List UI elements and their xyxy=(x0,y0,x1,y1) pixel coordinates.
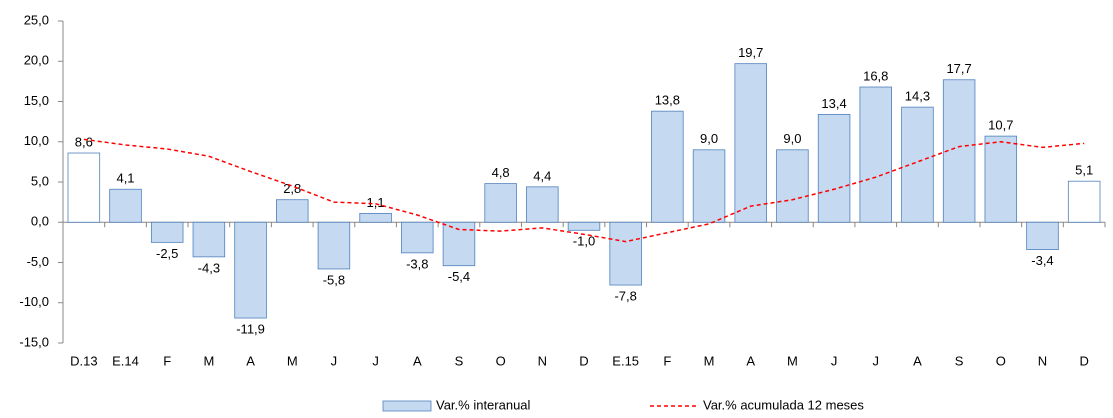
y-tick-label: 0,0 xyxy=(31,214,49,229)
bar xyxy=(692,149,726,223)
value-label: 10,7 xyxy=(988,118,1013,133)
x-tick-label: A xyxy=(913,353,922,368)
bar xyxy=(734,63,767,223)
x-tick-label: D xyxy=(579,353,588,368)
value-label: -5,4 xyxy=(448,269,470,284)
bar xyxy=(817,113,851,223)
x-tick-label: J xyxy=(331,353,338,368)
y-tick-label: -15,0 xyxy=(19,334,49,349)
x-tick-label: E.15 xyxy=(612,353,639,368)
bar xyxy=(1026,221,1059,251)
y-tick-label: -5,0 xyxy=(27,254,49,269)
x-tick-label: J xyxy=(873,353,880,368)
x-tick-label: F xyxy=(163,353,171,368)
y-tick-label: 10,0 xyxy=(24,133,49,148)
y-tick-label: -10,0 xyxy=(19,294,49,309)
bar xyxy=(359,212,392,223)
value-label: -7,8 xyxy=(614,288,636,303)
value-label: 16,8 xyxy=(863,68,888,83)
bar xyxy=(317,221,351,270)
y-tick-label: 15,0 xyxy=(24,93,49,108)
legend-label: Var.% interanual xyxy=(436,397,531,412)
x-tick-label: J xyxy=(372,353,379,368)
x-tick-label: F xyxy=(663,353,671,368)
x-tick-label: S xyxy=(455,353,464,368)
legend-label: Var.% acumulada 12 meses xyxy=(703,397,864,412)
bar xyxy=(859,86,892,223)
x-tick-label: A xyxy=(413,353,422,368)
x-tick-label: D xyxy=(1079,353,1088,368)
x-tick-label: N xyxy=(538,353,547,368)
x-tick-label: A xyxy=(246,353,255,368)
x-tick-label: O xyxy=(996,353,1006,368)
value-label: 9,0 xyxy=(700,131,718,146)
value-label: 4,4 xyxy=(533,168,551,183)
value-label: 2,8 xyxy=(283,181,301,196)
bar xyxy=(192,221,226,258)
value-label: -2,5 xyxy=(156,246,178,261)
bar xyxy=(150,221,184,243)
bar xyxy=(901,106,934,223)
bar xyxy=(651,110,684,223)
bar xyxy=(67,152,101,223)
value-label: 4,8 xyxy=(492,165,510,180)
bar xyxy=(484,183,517,223)
value-label: -3,4 xyxy=(1031,253,1053,268)
bar xyxy=(526,186,559,223)
value-label: -5,8 xyxy=(323,272,345,287)
x-tick-label: A xyxy=(746,353,755,368)
x-tick-label: O xyxy=(496,353,506,368)
bar xyxy=(776,149,809,223)
value-label: -1,0 xyxy=(573,234,595,249)
x-tick-label: M xyxy=(203,353,214,368)
value-label: 1,1 xyxy=(367,195,385,210)
value-label: 4,1 xyxy=(116,171,134,186)
bar xyxy=(609,221,642,286)
value-label: 13,4 xyxy=(821,96,846,111)
bar xyxy=(401,221,434,254)
value-label: 14,3 xyxy=(905,89,930,104)
x-tick-label: M xyxy=(787,353,798,368)
x-tick-label: M xyxy=(704,353,715,368)
bar xyxy=(234,221,267,319)
bar xyxy=(1067,180,1101,223)
y-tick-label: 5,0 xyxy=(31,173,49,188)
y-tick-label: 20,0 xyxy=(24,53,49,68)
value-label: -3,8 xyxy=(406,256,428,271)
x-tick-label: E.14 xyxy=(112,353,139,368)
value-label: 9,0 xyxy=(783,131,801,146)
y-tick-label: 25,0 xyxy=(24,12,49,27)
x-tick-label: J xyxy=(831,353,838,368)
value-label: 8,6 xyxy=(75,134,93,149)
value-label: 17,7 xyxy=(946,61,971,76)
value-label: -11,9 xyxy=(236,321,265,336)
x-tick-label: D.13 xyxy=(70,353,97,368)
value-label: 13,8 xyxy=(655,93,680,108)
value-label: 19,7 xyxy=(738,45,763,60)
x-tick-label: S xyxy=(955,353,964,368)
bar xyxy=(276,199,309,223)
bar xyxy=(567,221,601,231)
value-label: -4,3 xyxy=(198,260,220,275)
line xyxy=(83,138,1085,243)
legend-swatch xyxy=(382,400,432,412)
x-tick-label: N xyxy=(1038,353,1047,368)
x-tick-label: M xyxy=(287,353,298,368)
bar xyxy=(984,135,1018,223)
value-label: 5,1 xyxy=(1075,163,1093,178)
bar xyxy=(109,188,142,223)
